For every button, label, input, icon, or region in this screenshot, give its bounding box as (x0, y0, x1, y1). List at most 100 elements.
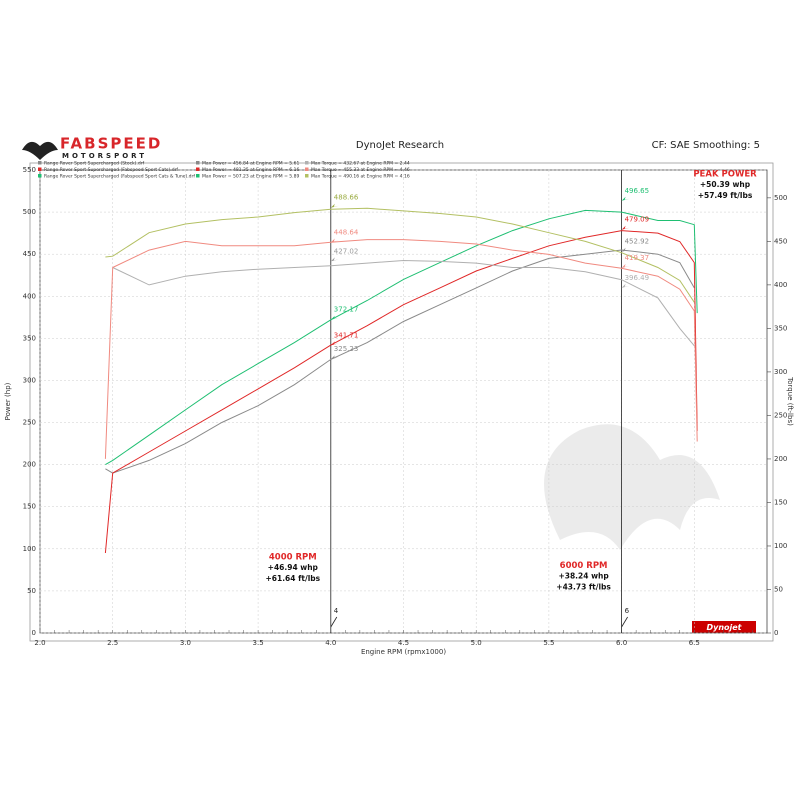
y-tick-label: 550 (23, 166, 36, 174)
point-label: 448.64 (334, 229, 359, 237)
legend-name: Max Torque = 490.16 at Engine RPM = 4.16 (311, 174, 410, 180)
note-title: 4000 RPM (269, 553, 317, 563)
point-label: 325.23 (334, 345, 359, 353)
rpm-marker-label: 6 (625, 607, 630, 615)
label-arrow (621, 264, 630, 269)
y-tick-label: 100 (23, 545, 36, 553)
point-label: 496.65 (625, 187, 650, 195)
y-tick-label: 50 (27, 587, 36, 595)
note-line: +57.49 ft/lbs (698, 191, 753, 200)
frame (29, 162, 774, 642)
series-line (105, 207, 695, 303)
point-label: 419.37 (625, 254, 650, 262)
x-tick-label: 5.0 (471, 639, 482, 647)
y2-axis-title: Torque (ft-lbs) (786, 376, 794, 426)
legend-name: Max Torque = 432.67 at Engine RPM = 2.44 (311, 161, 410, 167)
y2-tick-label: 250 (774, 411, 787, 419)
y-tick-label: 350 (23, 334, 36, 342)
x-axis-title: Engine RPM (rpmx1000) (361, 648, 446, 656)
x-tick-label: 2.0 (34, 639, 45, 647)
x-tick-label: 4.5 (398, 639, 409, 647)
x-tick-label: 3.5 (253, 639, 264, 647)
note-line: +50.39 whp (700, 180, 751, 189)
brand-sub: MOTORSPORT (62, 152, 147, 160)
series-line (105, 209, 698, 466)
logo-mark (22, 141, 58, 160)
x-tick-label: 5.5 (543, 639, 554, 647)
legend-name: Max Torque = 455.33 at Engine RPM = 4.46 (311, 167, 410, 173)
x-tick-label: 6.5 (689, 639, 700, 647)
label-arrow (330, 355, 339, 360)
y-tick-label: 500 (23, 208, 36, 216)
legend-swatch (38, 167, 42, 171)
rpm-marker-arrow (330, 616, 338, 628)
point-label: 452.92 (625, 238, 650, 246)
y2-tick-label: 300 (774, 368, 787, 376)
y2-tick-label: 450 (774, 237, 787, 245)
note-title: 6000 RPM (560, 561, 608, 571)
legend-name: Range Rover Sport Supercharged (Fabspeed… (44, 174, 195, 180)
y-tick-label: 0 (32, 629, 36, 637)
legend-swatch (196, 161, 200, 165)
legend-name: Range Rover Sport Supercharged (Fabspeed… (44, 167, 178, 173)
legend-swatch (196, 167, 200, 171)
header-center: DynoJet Research (356, 140, 444, 151)
legend-name: Range Rover Sport Supercharged (Stock).d… (44, 161, 145, 167)
y-tick-label: 450 (23, 250, 36, 258)
point-label: 396.49 (625, 274, 650, 282)
x-tick-label: 2.5 (107, 639, 118, 647)
x-tick-label: 6.0 (616, 639, 627, 647)
note-line: +43.73 ft/lbs (556, 583, 611, 592)
y2-tick-label: 100 (774, 542, 787, 550)
legend-max: Max Power = 456.84 at Engine RPM = 5.61 (202, 161, 299, 167)
label-arrow (621, 283, 630, 288)
badge-box (692, 621, 756, 633)
point-label: 372.17 (334, 306, 359, 314)
y2-tick-label: 350 (774, 324, 787, 332)
badge: Dynojet (692, 621, 756, 633)
y-axis-title: Power (hp) (4, 382, 12, 420)
label-arrow (621, 247, 630, 252)
y2-tick-label: 150 (774, 498, 787, 506)
note-line: +46.94 whp (268, 563, 319, 572)
badge-text: Dynojet (706, 623, 742, 632)
brand: FABSPEED (60, 135, 162, 153)
legend-swatch (305, 167, 309, 171)
y2-tick-label: 500 (774, 194, 787, 202)
label-arrow (330, 238, 339, 243)
header-right: CF: SAE Smoothing: 5 (652, 140, 760, 151)
note-line: +61.64 ft/lbs (265, 574, 320, 583)
legend-max: Max Power = 481.35 at Engine RPM = 6.16 (202, 167, 299, 173)
series-line (104, 230, 698, 554)
y2-tick-label: 50 (774, 585, 783, 593)
legend: Range Rover Sport Supercharged (Stock).d… (38, 161, 410, 180)
label-arrow (621, 225, 630, 230)
x-tick-label: 4.0 (325, 639, 336, 647)
y-tick-label: 400 (23, 292, 36, 300)
rpm-marker-arrow (621, 616, 628, 628)
y-tick-label: 250 (23, 419, 36, 427)
legend-swatch (196, 174, 200, 178)
note-line: +38.24 whp (558, 572, 609, 581)
logo: FABSPEED MOTORSPORT (22, 135, 162, 160)
y-tick-label: 300 (23, 376, 36, 384)
y2-tick-label: 0 (774, 629, 778, 637)
y-tick-label: 200 (23, 461, 36, 469)
rpm-marker-label: 4 (334, 607, 339, 615)
series-line (104, 239, 698, 459)
label-arrow (621, 196, 630, 201)
note-title: PEAK POWER (693, 170, 757, 180)
series-line (105, 249, 695, 474)
label-arrow (330, 315, 339, 320)
point-label: 341.71 (334, 331, 359, 339)
point-label: 427.02 (334, 247, 359, 255)
y-tick-label: 150 (23, 503, 36, 511)
watermark (544, 424, 720, 550)
point-label: 479.09 (625, 216, 650, 224)
legend-swatch (38, 174, 42, 178)
label-arrow (330, 257, 339, 262)
series-line (112, 259, 695, 347)
label-arrow (330, 341, 339, 346)
label-arrow (330, 203, 339, 208)
